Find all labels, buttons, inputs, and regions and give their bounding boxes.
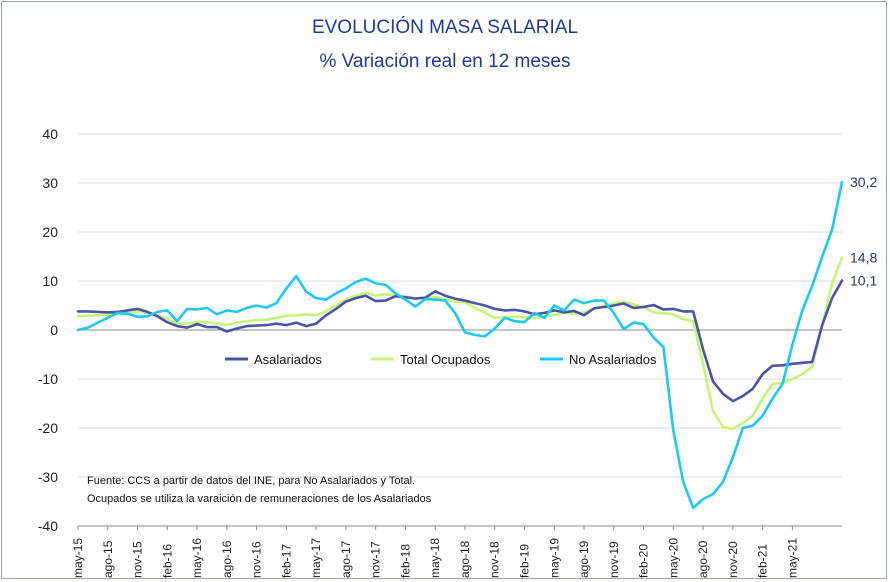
x-tick-label: feb-21 — [756, 544, 770, 578]
end-label-no-asalariados: 30,2 — [850, 174, 877, 190]
series-line-total-ocupados — [76, 256, 844, 431]
x-tick-label: ago-15 — [101, 540, 115, 578]
x-tick-label: feb-18 — [398, 544, 412, 578]
x-tick-label: nov-16 — [250, 541, 264, 578]
series-lines — [76, 180, 844, 510]
y-axis-ticks: 40 30 20 10 0 -10 -20 -30 -40 — [38, 126, 58, 534]
end-label-asalariados: 10,1 — [850, 273, 877, 289]
x-axis-ticks: may-15 ago-15 nov-15 feb-16 may-16 ago-16 nov-… — [71, 525, 842, 578]
legend-label-asalariados: Asalariados — [254, 352, 322, 367]
x-tick-label: feb-19 — [517, 544, 531, 578]
legend-label-no-asalariados: No Asalariados — [569, 352, 657, 367]
x-tick-label: may-21 — [785, 538, 799, 578]
x-tick-label: may-20 — [666, 538, 680, 578]
end-labels: 10,1 14,8 30,2 — [850, 174, 877, 288]
legend: Asalariados Total Ocupados No Asalariado… — [225, 352, 657, 367]
x-tick-label: may-17 — [309, 538, 323, 578]
x-tick-label: may-15 — [71, 538, 85, 578]
legend-label-total-ocupados: Total Ocupados — [400, 352, 491, 367]
x-tick-label: nov-17 — [369, 541, 383, 578]
x-tick-label: nov-15 — [131, 541, 145, 578]
source-note-line-1: Fuente: CCS a partir de datos del INE, p… — [87, 475, 415, 487]
x-tick-label: ago-20 — [696, 540, 710, 578]
x-tick-label: nov-18 — [488, 541, 502, 578]
y-tick-label: -30 — [38, 469, 58, 485]
x-tick-label: ago-18 — [458, 540, 472, 578]
end-label-total-ocupados: 14,8 — [850, 249, 877, 265]
y-tick-label: 40 — [42, 126, 58, 142]
source-note-line-2: Ocupados se utiliza la varaición de remu… — [87, 493, 432, 505]
x-tick-label: may-19 — [547, 538, 561, 578]
y-tick-label: -20 — [38, 420, 58, 436]
y-tick-label: -40 — [38, 518, 58, 534]
series-line-no-asalariados — [76, 180, 844, 510]
y-tick-label: -10 — [38, 371, 58, 387]
y-tick-label: 30 — [42, 175, 58, 191]
y-tick-label: 20 — [42, 224, 58, 240]
series-line-asalariados — [76, 279, 844, 403]
x-tick-label: feb-16 — [160, 544, 174, 578]
y-tick-label: 0 — [50, 322, 58, 338]
x-tick-label: nov-20 — [726, 541, 740, 578]
x-tick-label: may-16 — [190, 538, 204, 578]
y-tick-label: 10 — [42, 273, 58, 289]
grid-lines — [78, 133, 842, 527]
x-tick-label: may-18 — [428, 538, 442, 578]
x-tick-label: ago-16 — [220, 540, 234, 578]
x-tick-label: ago-17 — [339, 540, 353, 578]
x-tick-label: nov-19 — [607, 541, 621, 578]
x-tick-label: ago-19 — [577, 540, 591, 578]
chart-subtitle: % Variación real en 12 meses — [320, 51, 571, 72]
x-tick-label: feb-20 — [637, 544, 651, 578]
x-tick-label: feb-17 — [279, 544, 293, 578]
chart-title: EVOLUCIÓN MASA SALARIAL — [312, 16, 578, 38]
